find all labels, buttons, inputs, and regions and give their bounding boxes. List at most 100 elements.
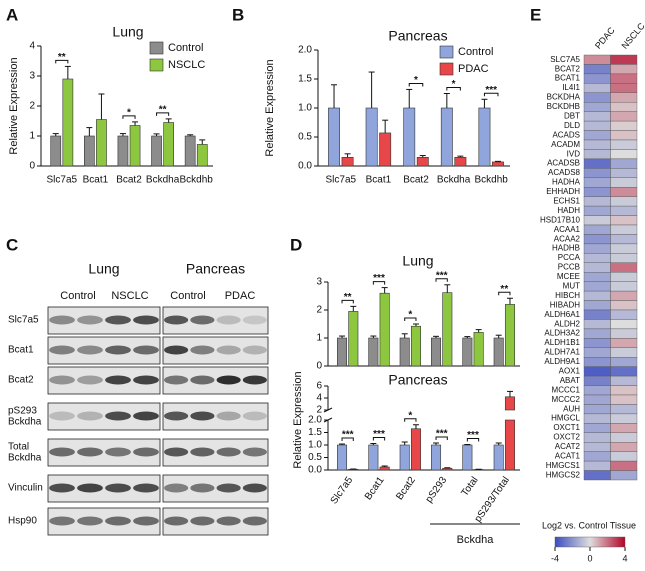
heatmap-cell (610, 394, 638, 405)
y-tick-label: 1.0 (298, 103, 312, 114)
error-bar (153, 133, 160, 136)
heatmap-cell (583, 234, 611, 245)
row-label: ACADS8 (548, 168, 581, 177)
heatmap-cell (583, 347, 611, 358)
row-label: SLC7A5 (550, 55, 580, 64)
heatmap-cell (610, 432, 638, 443)
y-axis-label: Relative Expression (292, 371, 304, 468)
significance-bracket (156, 112, 170, 116)
significance-bracket (466, 438, 480, 442)
y-tick-label: 4 (316, 393, 322, 404)
heatmap-cell (583, 357, 611, 367)
row-label: HSD17B10 (540, 215, 581, 224)
blot-row-label: Vinculin (8, 483, 43, 494)
heatmap-cell (610, 243, 638, 254)
blot-band (49, 516, 75, 526)
significance-label: *** (436, 429, 448, 440)
heatmap-cell (610, 234, 638, 245)
heatmap-cell (583, 83, 611, 93)
blot-band (190, 483, 215, 493)
row-label: HIBADH (550, 300, 580, 309)
blot-band (164, 411, 189, 421)
y-tick-label: 2 (316, 405, 322, 416)
x-tick-label: Bckdha (146, 175, 180, 186)
row-label: PCCB (558, 263, 580, 272)
row-label: MCCC1 (552, 385, 581, 394)
panel-label: E (530, 5, 541, 24)
error-bar (350, 305, 357, 312)
legend-swatch (439, 62, 454, 76)
bar (399, 337, 410, 367)
row-label: HMGCS1 (546, 461, 581, 470)
y-tick-label: 3 (316, 277, 322, 288)
blot-band (133, 516, 159, 526)
group-label: Bckdha (457, 534, 495, 546)
blot-band (49, 375, 75, 385)
significance-bracket (372, 437, 386, 441)
blot-band (242, 483, 267, 493)
bar (462, 444, 473, 471)
row-label: ACAT2 (555, 442, 581, 451)
row-label: HMGCL (551, 414, 580, 423)
error-bar (368, 71, 375, 108)
heatmap-cell (610, 309, 638, 320)
bar (117, 135, 129, 167)
significance-bracket (341, 437, 354, 441)
heatmap-cell (583, 262, 611, 273)
row-label: BCAT1 (555, 74, 581, 83)
chart-title: Lung (112, 24, 143, 40)
row-label: ABAT (560, 376, 580, 385)
blot-band (49, 345, 75, 355)
error-bar (119, 133, 126, 136)
error-bar (370, 335, 377, 338)
heatmap-cell (583, 281, 611, 292)
error-bar (187, 134, 194, 136)
error-bar (339, 335, 346, 338)
blot-row-label: pS293 (8, 406, 37, 417)
error-bar (464, 336, 471, 338)
heatmap-cell (583, 149, 611, 160)
heatmap-cell (583, 451, 611, 462)
row-label: BCKDHB (547, 102, 580, 111)
x-tick-label: Bckdhb (475, 175, 509, 186)
error-bar (382, 119, 389, 133)
bar (462, 337, 473, 367)
heatmap-cell (610, 413, 638, 424)
x-tick-label: Bcat2 (116, 175, 142, 186)
y-tick-label: 0 (316, 361, 322, 372)
y-tick-label: 1 (29, 131, 35, 142)
bar (431, 444, 442, 471)
bar (365, 107, 378, 167)
significance-bracket (404, 418, 417, 422)
heatmap-cell (583, 196, 611, 207)
blot-band (190, 516, 215, 526)
row-label: MUT (563, 281, 580, 290)
heatmap-cell (583, 158, 611, 169)
blot-band (242, 447, 267, 457)
blot-band (105, 375, 131, 385)
chart-title: Lung (402, 253, 433, 269)
heatmap-cell (583, 215, 611, 226)
blot-band (190, 411, 215, 421)
heatmap-cell (610, 262, 638, 273)
y-tick-label: 0.5 (308, 452, 322, 463)
blot-band (242, 345, 267, 355)
heatmap-cell (610, 357, 638, 367)
blot-group-label: Lung (88, 261, 119, 277)
heatmap-cell (583, 111, 611, 122)
heatmap-cell (583, 92, 611, 103)
blot-band (216, 315, 241, 325)
bar (96, 119, 107, 167)
error-bar (331, 84, 338, 108)
significance-bracket (55, 59, 69, 64)
bar (431, 337, 442, 367)
blot-band (164, 315, 189, 325)
error-bar (457, 155, 464, 158)
blot-band (190, 345, 215, 355)
heatmap-cell (583, 102, 611, 112)
heatmap-cell (583, 413, 611, 424)
blot-band (105, 315, 131, 325)
y-tick-label: 2 (29, 101, 35, 112)
error-bar (494, 160, 501, 162)
